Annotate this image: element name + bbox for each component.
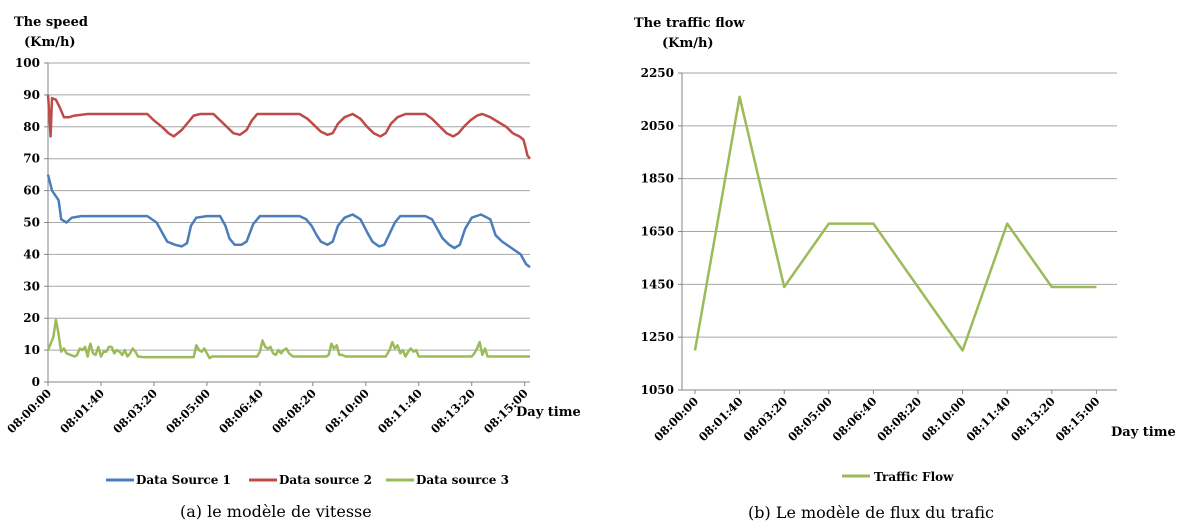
- flow-y-axis-title-line2: (Km/h): [662, 36, 714, 51]
- traffic-flow-chart: The traffic flow (Km/h) 1050 1250 1450 1650…: [634, 16, 1176, 522]
- speed-x-tick-label: 08:01:40: [57, 386, 107, 436]
- speed-chart: The speed (Km/h) 0102030405060708090100 …: [4, 15, 580, 521]
- speed-x-tick-label: 08:13:20: [428, 386, 478, 436]
- flow-x-tick-label: 08:10:00: [919, 394, 969, 444]
- speed-y-tick-label: 60: [23, 184, 40, 198]
- flow-x-tick-label: 08:06:40: [830, 394, 880, 444]
- flow-y-tick-label: 1650: [641, 225, 674, 239]
- flow-x-tick-label: 08:05:00: [785, 394, 835, 444]
- speed-y-tick-label: 40: [23, 247, 40, 261]
- flow-y-tick-label: 1850: [641, 172, 674, 186]
- speed-y-axis-title-line2: (Km/h): [24, 35, 76, 50]
- flow-legend: Traffic Flow: [842, 470, 954, 484]
- speed-x-axis-title: Day time: [516, 405, 581, 420]
- speed-x-tick-label: 08:00:00: [4, 386, 54, 436]
- flow-y-tick-label: 1250: [641, 330, 674, 344]
- flow-y-tick-label: 2250: [641, 66, 674, 80]
- speed-y-tick-label: 70: [23, 152, 40, 166]
- speed-x-tick-label: 08:05:00: [163, 386, 213, 436]
- flow-x-tick-label: 08:03:20: [740, 394, 790, 444]
- speed-y-tick-label: 80: [23, 120, 40, 134]
- flow-y-tick-label: 1450: [641, 277, 674, 291]
- flow-x-tick-label: 08:15:00: [1053, 394, 1103, 444]
- series-line-data-source-3: [46, 318, 530, 360]
- series-line-data-source-2: [46, 94, 531, 160]
- speed-chart-caption: (a) le modèle de vitesse: [180, 502, 372, 521]
- speed-y-tick-label: 100: [15, 56, 40, 70]
- speed-x-tick-label: 08:06:40: [216, 386, 266, 436]
- speed-y-tick-label: 30: [23, 279, 40, 293]
- series-line-traffic-flow: [693, 95, 1097, 352]
- speed-x-tick-label: 08:10:00: [322, 386, 372, 436]
- legend-label-traffic-flow: Traffic Flow: [874, 470, 954, 484]
- speed-legend: Data Source 1 Data source 2 Data source …: [106, 473, 509, 487]
- series-line-data-source-1: [46, 174, 531, 269]
- speed-x-tick-label: 08:11:40: [375, 386, 425, 436]
- speed-y-tick-label: 90: [23, 88, 40, 102]
- flow-x-tick-label: 08:11:40: [963, 394, 1013, 444]
- speed-y-tick-label: 20: [23, 311, 40, 325]
- speed-x-tick-label: 08:03:20: [110, 386, 160, 436]
- speed-y-tick-label: 0: [32, 375, 40, 389]
- flow-x-axis-title: Day time: [1111, 425, 1176, 440]
- legend-label-data-source-2: Data source 2: [279, 473, 372, 487]
- speed-y-tick-label: 50: [23, 216, 40, 230]
- speed-y-axis-title-line1: The speed: [14, 15, 88, 30]
- flow-x-tick-label: 08:00:00: [651, 394, 701, 444]
- flow-y-axis-title-line1: The traffic flow: [634, 16, 745, 31]
- speed-y-tick-label: 10: [23, 343, 40, 357]
- legend-label-data-source-1: Data Source 1: [136, 473, 231, 487]
- legend-label-data-source-3: Data source 3: [416, 473, 509, 487]
- flow-chart-caption: (b) Le modèle de flux du trafic: [748, 503, 994, 522]
- flow-x-tick-label: 08:01:40: [696, 394, 746, 444]
- speed-x-tick-label: 08:08:20: [269, 386, 319, 436]
- flow-x-tick-label: 08:08:20: [874, 394, 924, 444]
- flow-x-tick-label: 08:13:20: [1008, 394, 1058, 444]
- flow-y-tick-label: 2050: [641, 119, 674, 133]
- flow-y-tick-label: 1050: [641, 383, 674, 397]
